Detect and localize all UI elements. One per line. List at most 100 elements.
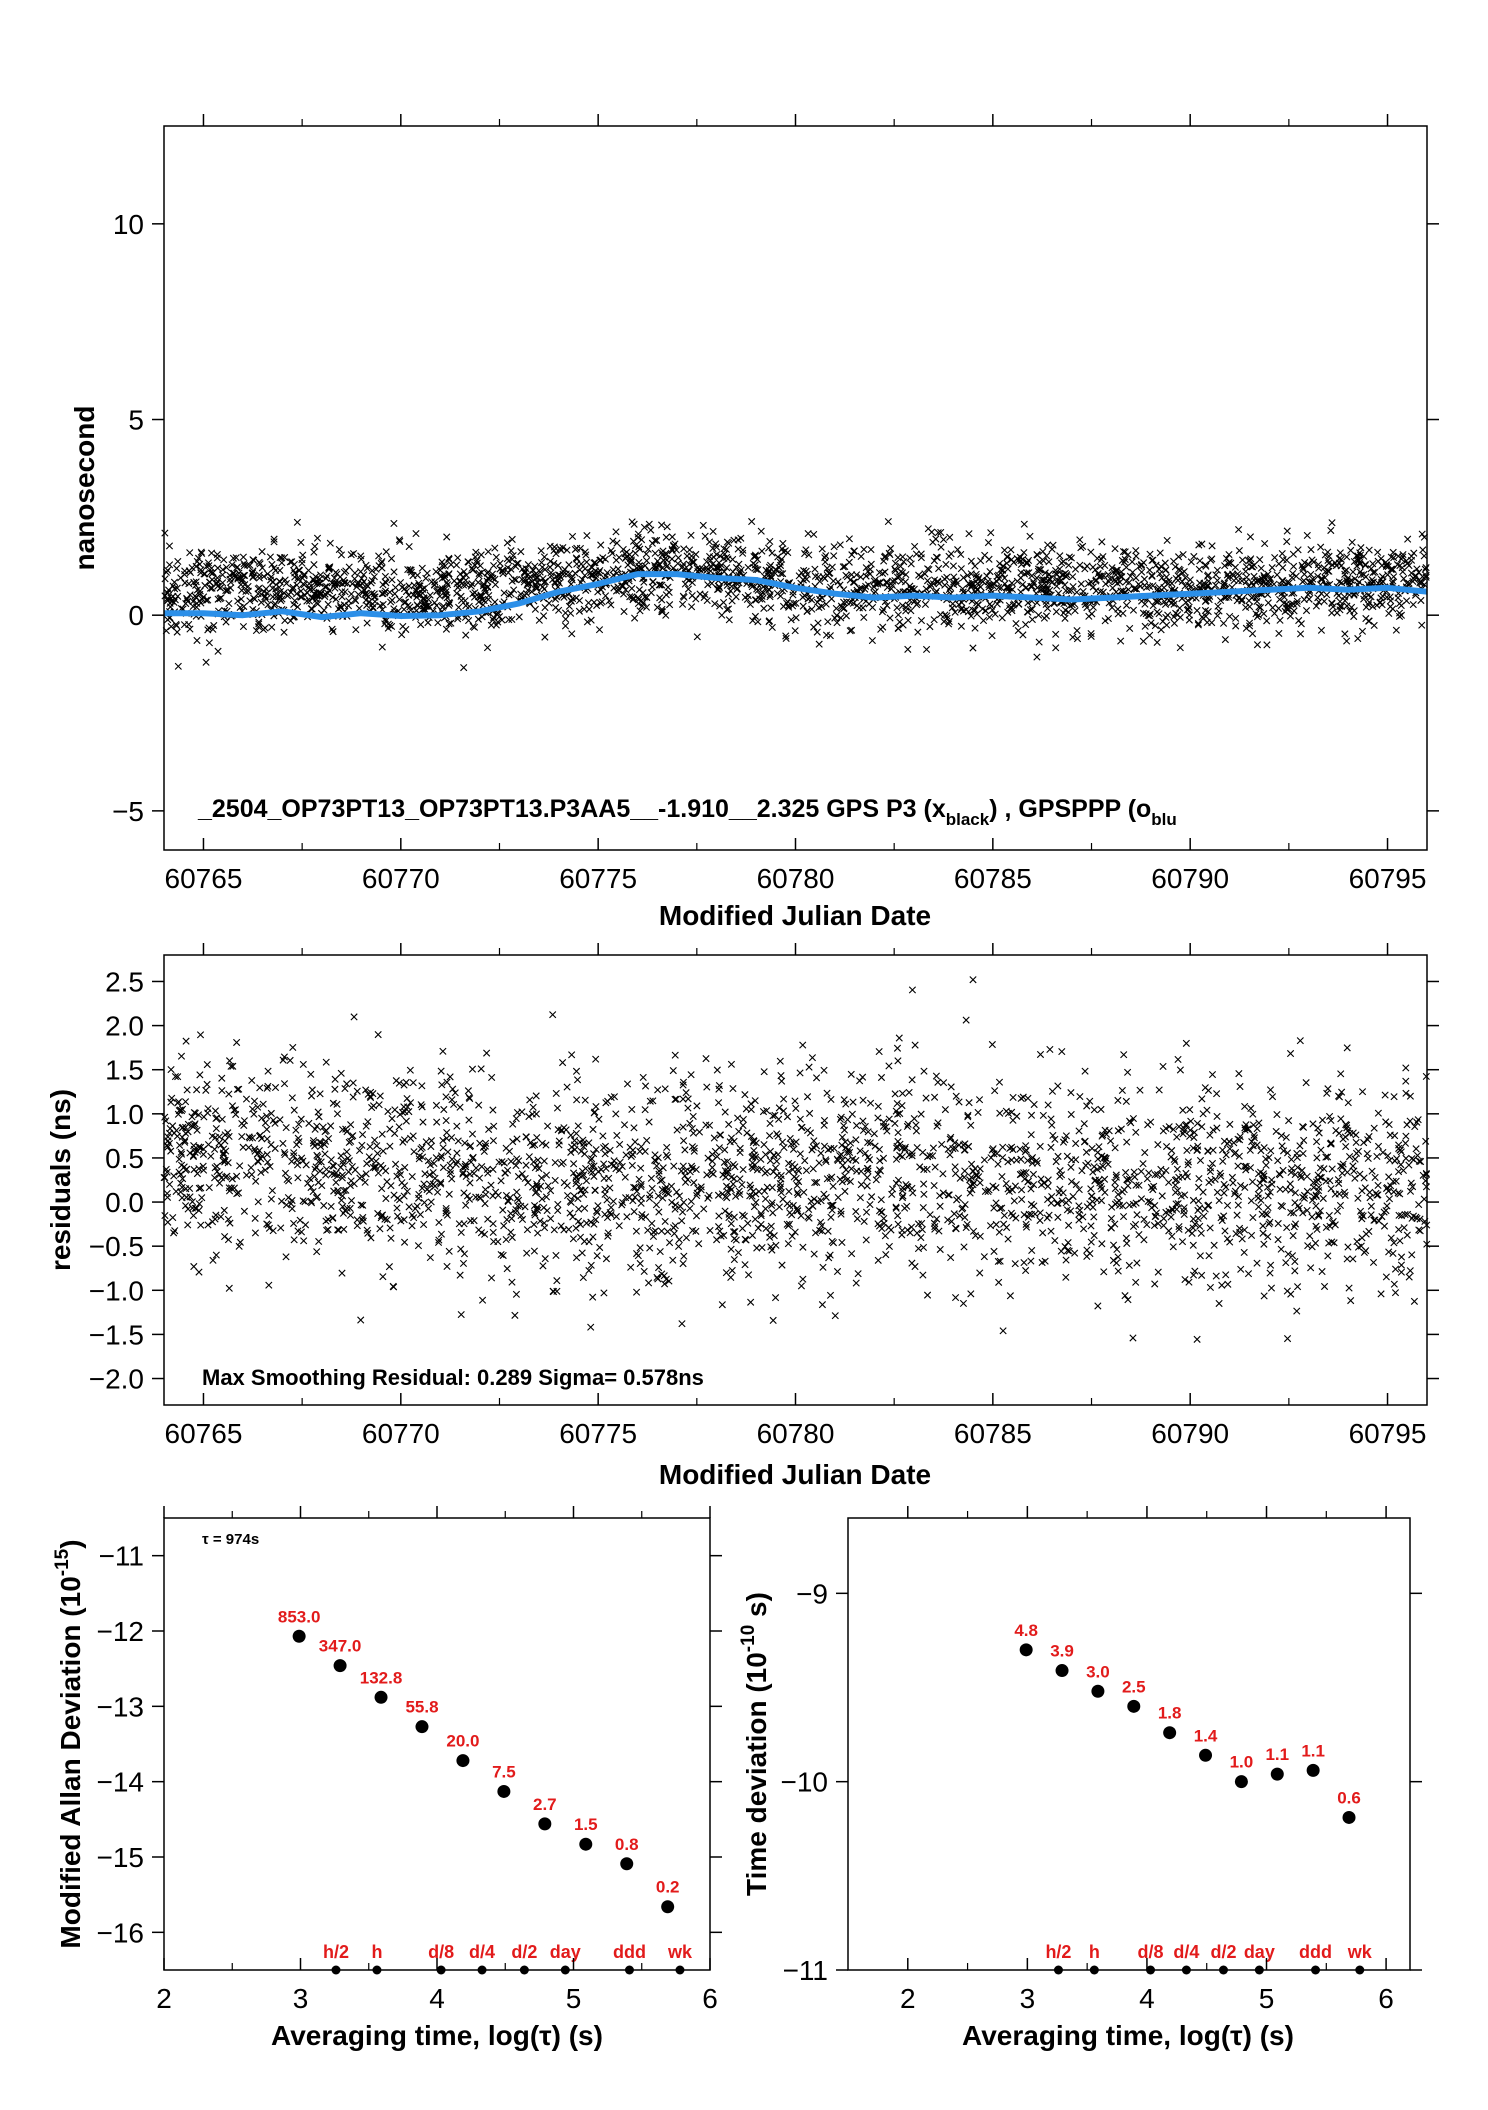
data-point-x bbox=[414, 572, 420, 578]
data-point-x bbox=[935, 565, 941, 571]
data-point-x bbox=[820, 1264, 826, 1270]
data-point-x bbox=[662, 1218, 668, 1224]
y-tick-label: 5 bbox=[128, 405, 144, 436]
data-point-x bbox=[1213, 1090, 1219, 1096]
data-point-x bbox=[1138, 569, 1144, 575]
data-point-x bbox=[174, 629, 180, 635]
data-point-x bbox=[380, 1148, 386, 1154]
data-point-x bbox=[1292, 1258, 1298, 1264]
data-point-x bbox=[1130, 607, 1136, 613]
data-point-x bbox=[884, 1128, 890, 1134]
data-point-x bbox=[909, 987, 915, 993]
data-point-x bbox=[455, 604, 461, 610]
data-point-x bbox=[1133, 1129, 1139, 1135]
data-point-x bbox=[1418, 597, 1424, 603]
data-point-x bbox=[214, 555, 220, 561]
data-point-x bbox=[482, 1200, 488, 1206]
data-point-x bbox=[1300, 1150, 1306, 1156]
data-point-x bbox=[1395, 1168, 1401, 1174]
data-point-x bbox=[931, 617, 937, 623]
data-point-x bbox=[693, 596, 699, 602]
data-point-x bbox=[727, 588, 733, 594]
data-point-x bbox=[759, 1244, 765, 1250]
data-point-x bbox=[1154, 639, 1160, 645]
annotation-sub-blue: blu bbox=[1151, 810, 1177, 829]
data-point-x bbox=[449, 1176, 455, 1182]
data-point-x bbox=[1343, 638, 1349, 644]
data-point-x bbox=[1047, 1046, 1053, 1052]
data-point-x bbox=[1001, 575, 1007, 581]
data-point-x bbox=[1248, 563, 1254, 569]
data-point-x bbox=[1304, 532, 1310, 538]
data-point-x bbox=[462, 1202, 468, 1208]
data-point-x bbox=[645, 1227, 651, 1233]
data-point-x bbox=[582, 1165, 588, 1171]
data-point-x bbox=[710, 554, 716, 560]
data-point-x bbox=[780, 540, 786, 546]
data-point-x bbox=[1091, 1232, 1097, 1238]
data-point-x bbox=[266, 1282, 272, 1288]
data-point-x bbox=[828, 596, 834, 602]
data-point-x bbox=[641, 1268, 647, 1274]
data-point-x bbox=[1283, 1224, 1289, 1230]
data-point-x bbox=[835, 1194, 841, 1200]
data-point-x bbox=[893, 1180, 899, 1186]
data-point-x bbox=[963, 1017, 969, 1023]
data-point-x bbox=[1134, 1260, 1140, 1266]
data-point-x bbox=[1121, 1051, 1127, 1057]
data-point-x bbox=[1025, 1178, 1031, 1184]
data-point-x bbox=[908, 1224, 914, 1230]
data-point-x bbox=[324, 573, 330, 579]
data-point-x bbox=[1048, 1144, 1054, 1150]
data-point-x bbox=[570, 1161, 576, 1167]
data-point-x bbox=[205, 1141, 211, 1147]
data-point-x bbox=[629, 1106, 635, 1112]
data-point-x bbox=[1108, 1225, 1114, 1231]
data-point-x bbox=[1048, 1200, 1054, 1206]
data-point-x bbox=[1141, 582, 1147, 588]
data-point-x bbox=[1337, 550, 1343, 556]
data-point-x bbox=[483, 1191, 489, 1197]
data-point-x bbox=[1101, 1269, 1107, 1275]
data-point-x bbox=[1365, 1155, 1371, 1161]
data-point-x bbox=[776, 1105, 782, 1111]
data-point-x bbox=[875, 1115, 881, 1121]
data-point-x bbox=[861, 614, 867, 620]
data-point-x bbox=[798, 1283, 804, 1289]
data-point-x bbox=[995, 1161, 1001, 1167]
data-point-x bbox=[283, 1124, 289, 1130]
data-point-x bbox=[800, 1244, 806, 1250]
data-point-x bbox=[1096, 1143, 1102, 1149]
data-point-x bbox=[725, 1121, 731, 1127]
data-point-x bbox=[1182, 1276, 1188, 1282]
data-point-x bbox=[323, 575, 329, 581]
data-point-x bbox=[595, 1168, 601, 1174]
data-point-x bbox=[648, 527, 654, 533]
data-point-x bbox=[311, 549, 317, 555]
data-point-x bbox=[243, 1096, 249, 1102]
data-point-x bbox=[772, 1294, 778, 1300]
data-point-x bbox=[1201, 1213, 1207, 1219]
data-point-x bbox=[1120, 610, 1126, 616]
data-point-x bbox=[656, 1171, 662, 1177]
data-point-x bbox=[383, 1195, 389, 1201]
data-point-x bbox=[504, 1265, 510, 1271]
data-point-x bbox=[770, 1317, 776, 1323]
data-point-x bbox=[999, 1173, 1005, 1179]
data-point-x bbox=[913, 1122, 919, 1128]
data-point-x bbox=[385, 1108, 391, 1114]
data-point-x bbox=[1275, 1236, 1281, 1242]
data-point-x bbox=[633, 1228, 639, 1234]
data-point-x bbox=[509, 1279, 515, 1285]
data-point-x bbox=[800, 1042, 806, 1048]
data-point-x bbox=[676, 1236, 682, 1242]
data-point-x bbox=[1040, 1112, 1046, 1118]
data-point-x bbox=[966, 531, 972, 537]
data-point-x bbox=[454, 590, 460, 596]
data-point-x bbox=[162, 1174, 168, 1180]
data-point-x bbox=[867, 1100, 873, 1106]
data-point-x bbox=[1304, 1188, 1310, 1194]
data-point-x bbox=[1158, 627, 1164, 633]
data-point-x bbox=[436, 1219, 442, 1225]
data-point-x bbox=[737, 1145, 743, 1151]
